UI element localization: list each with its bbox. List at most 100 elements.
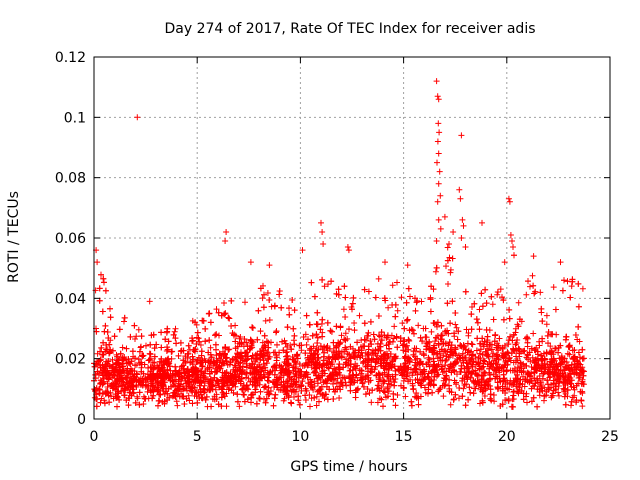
data-point	[206, 380, 213, 387]
data-point	[468, 355, 475, 362]
data-point	[142, 395, 149, 402]
data-point	[481, 369, 487, 375]
data-point	[266, 317, 273, 323]
data-point	[281, 337, 288, 344]
data-point	[426, 345, 433, 352]
data-point	[461, 382, 468, 388]
data-point	[146, 350, 153, 357]
data-point	[364, 386, 371, 392]
data-point	[372, 294, 379, 301]
data-point	[226, 385, 233, 392]
data-point	[384, 393, 391, 400]
data-point	[405, 336, 412, 343]
data-point	[284, 324, 291, 331]
data-point	[206, 310, 213, 317]
data-point	[445, 330, 452, 337]
data-point	[286, 305, 292, 312]
data-point	[578, 367, 585, 374]
data-point	[475, 354, 482, 361]
data-point	[499, 346, 506, 352]
data-point	[485, 347, 491, 354]
data-point	[520, 348, 527, 355]
data-point	[257, 388, 264, 395]
data-point	[353, 371, 360, 378]
data-point	[544, 377, 551, 384]
data-point	[263, 338, 270, 345]
data-point	[314, 321, 321, 328]
data-point	[341, 374, 347, 381]
data-point	[212, 382, 219, 389]
data-point	[468, 369, 475, 376]
data-point	[524, 399, 530, 406]
data-point	[317, 343, 324, 350]
data-point	[277, 386, 284, 393]
data-point	[377, 333, 383, 340]
data-point	[284, 344, 291, 350]
data-point	[243, 374, 249, 381]
data-point	[143, 342, 149, 349]
data-point	[333, 344, 340, 350]
data-point	[226, 346, 233, 353]
data-point	[201, 389, 208, 396]
data-point	[352, 349, 359, 356]
data-point	[100, 380, 107, 387]
data-point	[364, 359, 371, 366]
data-point	[367, 318, 374, 325]
data-point	[538, 385, 545, 392]
data-point	[547, 358, 553, 365]
data-point	[530, 394, 537, 401]
data-point	[575, 380, 582, 387]
data-point	[351, 350, 357, 357]
data-point	[543, 392, 549, 399]
data-point	[102, 322, 109, 329]
data-point	[302, 392, 309, 399]
data-point	[570, 384, 577, 391]
data-point	[382, 389, 388, 396]
data-point	[253, 400, 260, 407]
data-point	[391, 355, 398, 362]
data-point	[99, 308, 106, 315]
data-point	[232, 338, 239, 345]
data-point	[452, 310, 459, 316]
data-point	[198, 352, 205, 359]
data-point	[156, 391, 163, 398]
data-point	[228, 323, 235, 329]
data-point	[474, 372, 481, 379]
data-point	[100, 275, 107, 282]
data-point	[177, 348, 184, 355]
data-point	[422, 334, 429, 340]
data-point	[425, 361, 432, 367]
data-point	[531, 382, 538, 389]
data-point	[321, 395, 328, 402]
data-point	[149, 360, 156, 366]
data-point	[199, 363, 206, 370]
data-point	[161, 370, 168, 377]
data-point	[411, 330, 417, 337]
data-point	[516, 316, 523, 323]
data-point	[283, 353, 290, 360]
data-point	[284, 352, 291, 359]
data-point	[211, 374, 218, 381]
data-point	[234, 391, 241, 398]
data-point	[432, 268, 439, 275]
data-point	[171, 328, 178, 335]
data-point	[402, 360, 409, 367]
data-point	[174, 402, 181, 409]
data-point	[464, 340, 471, 347]
data-point	[121, 354, 128, 360]
data-point	[402, 375, 408, 382]
data-point	[324, 396, 331, 403]
data-point	[541, 384, 548, 391]
data-point	[410, 386, 417, 393]
data-point	[206, 370, 213, 377]
data-point	[426, 356, 433, 363]
data-point	[447, 361, 454, 368]
data-point	[145, 357, 152, 364]
data-point	[321, 362, 328, 369]
data-point	[151, 359, 158, 366]
data-point	[527, 283, 533, 290]
data-point	[305, 336, 311, 343]
data-point	[520, 368, 527, 375]
data-point	[172, 363, 179, 370]
data-point	[194, 358, 201, 365]
